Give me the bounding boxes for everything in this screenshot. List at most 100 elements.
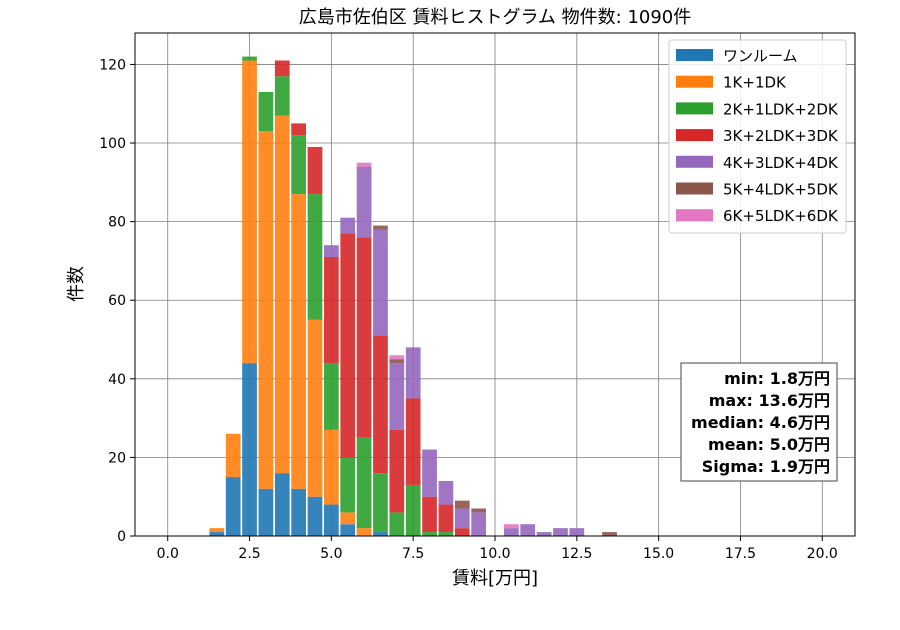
stats-line: min: 1.8万円 <box>724 369 830 388</box>
legend-swatch <box>676 155 713 168</box>
x-tick-label: 12.5 <box>561 546 592 562</box>
bar-segment <box>373 473 388 533</box>
bar-segment <box>405 484 421 536</box>
x-tick-label: 2.5 <box>238 546 260 562</box>
bar-segment <box>324 429 339 505</box>
bar-segment <box>569 528 585 536</box>
legend: ワンルーム 1K+1DK 2K+1LDK+2DK 3K+2LDK+3DK 4K+3LDK… <box>668 39 847 234</box>
bar-segment <box>471 508 486 513</box>
bar-segment <box>602 532 617 536</box>
bar-segment <box>536 532 552 536</box>
x-tick-label: 17.5 <box>725 546 756 562</box>
y-tick-label: 120 <box>99 57 126 73</box>
bar-segment <box>405 347 421 399</box>
bar-segment <box>454 508 470 529</box>
bar-segment <box>324 363 339 430</box>
legend-label: 4K+3LDK+4DK <box>723 154 839 172</box>
bar-segment <box>454 528 470 536</box>
bar-segment <box>389 363 405 430</box>
bar-segment <box>373 229 388 336</box>
y-axis-ticks: 0 20 40 60 80 100 120 <box>99 57 135 545</box>
legend-swatch <box>676 75 713 88</box>
x-axis-label: 賃料[万円] <box>452 568 538 589</box>
bar-segment <box>422 449 437 497</box>
bar-segment <box>356 166 372 238</box>
bar-segment <box>438 532 454 536</box>
bar-segment <box>422 496 437 533</box>
bar-segment <box>471 512 486 536</box>
bar-segment <box>405 398 421 485</box>
bar-segment <box>258 131 274 489</box>
stats-frame <box>680 362 838 482</box>
stats-line: Sigma: 1.9万円 <box>702 457 830 476</box>
bar-segment <box>438 480 454 505</box>
bar-segment <box>340 457 356 513</box>
bar-segment <box>389 355 405 360</box>
bar-segment <box>209 528 225 533</box>
bar-segment <box>373 532 388 536</box>
legend-label: 5K+4LDK+5DK <box>723 181 839 199</box>
bar-segment <box>324 504 339 536</box>
y-tick-label: 40 <box>108 372 126 388</box>
legend-box <box>668 39 847 234</box>
stats-line: mean: 5.0万円 <box>708 435 830 454</box>
bar-segment <box>274 115 290 474</box>
bar-segment <box>307 146 323 195</box>
bar-segment <box>242 363 257 536</box>
y-tick-label: 80 <box>108 215 126 231</box>
x-axis-ticks: 0.0 2.5 5.0 7.5 10.0 12.5 15.0 17.5 20.0 <box>157 536 838 562</box>
bar-segment <box>274 473 290 536</box>
bar-segment <box>291 135 306 195</box>
bar-segment <box>356 237 372 438</box>
bar-segment <box>307 496 323 536</box>
bars <box>209 56 617 536</box>
bar-segment <box>389 512 405 536</box>
y-tick-label: 20 <box>108 450 126 466</box>
bar-segment <box>504 524 519 529</box>
bar-segment <box>274 60 290 77</box>
bar-segment <box>307 194 323 320</box>
bar-segment <box>258 488 274 536</box>
x-tick-label: 15.0 <box>643 546 674 562</box>
bar-segment <box>373 335 388 474</box>
bar-segment <box>242 60 257 364</box>
bar-segment <box>291 123 306 136</box>
y-tick-label: 60 <box>108 293 126 309</box>
bar-segment <box>340 233 356 458</box>
bar-segment <box>291 488 306 536</box>
stats-line: median: 4.6万円 <box>691 413 830 432</box>
bar-segment <box>340 217 356 234</box>
bar-segment <box>356 528 372 536</box>
bar-segment <box>324 245 339 257</box>
x-tick-label: 5.0 <box>320 546 342 562</box>
x-tick-label: 0.0 <box>157 546 179 562</box>
bar-segment <box>340 524 356 536</box>
bar-segment <box>356 162 372 167</box>
legend-swatch <box>676 182 713 195</box>
stats-line: max: 13.6万円 <box>709 391 830 410</box>
bar-segment <box>324 256 339 364</box>
bar-segment <box>258 91 274 132</box>
bar-segment <box>340 512 356 525</box>
bar-segment <box>209 532 225 536</box>
x-tick-label: 7.5 <box>402 546 424 562</box>
y-axis-label: 件数 <box>66 266 87 302</box>
bar-segment <box>274 76 290 116</box>
legend-swatch <box>676 129 713 142</box>
bar-segment <box>438 504 454 533</box>
legend-label: 2K+1LDK+2DK <box>723 100 839 118</box>
legend-swatch <box>676 209 713 222</box>
bar-segment <box>225 477 241 536</box>
bar-segment <box>225 433 241 478</box>
legend-label: 3K+2LDK+3DK <box>723 127 839 145</box>
y-tick-label: 100 <box>99 136 126 152</box>
bar-segment <box>504 528 519 536</box>
bar-segment <box>422 532 437 536</box>
bar-segment <box>356 437 372 529</box>
legend-label: ワンルーム <box>723 47 798 65</box>
bar-segment <box>389 429 405 513</box>
bar-segment <box>520 524 536 536</box>
bar-segment <box>454 500 470 509</box>
chart-title: 広島市佐伯区 賃料ヒストグラム 物件数: 1090件 <box>299 7 692 28</box>
x-tick-label: 10.0 <box>479 546 510 562</box>
